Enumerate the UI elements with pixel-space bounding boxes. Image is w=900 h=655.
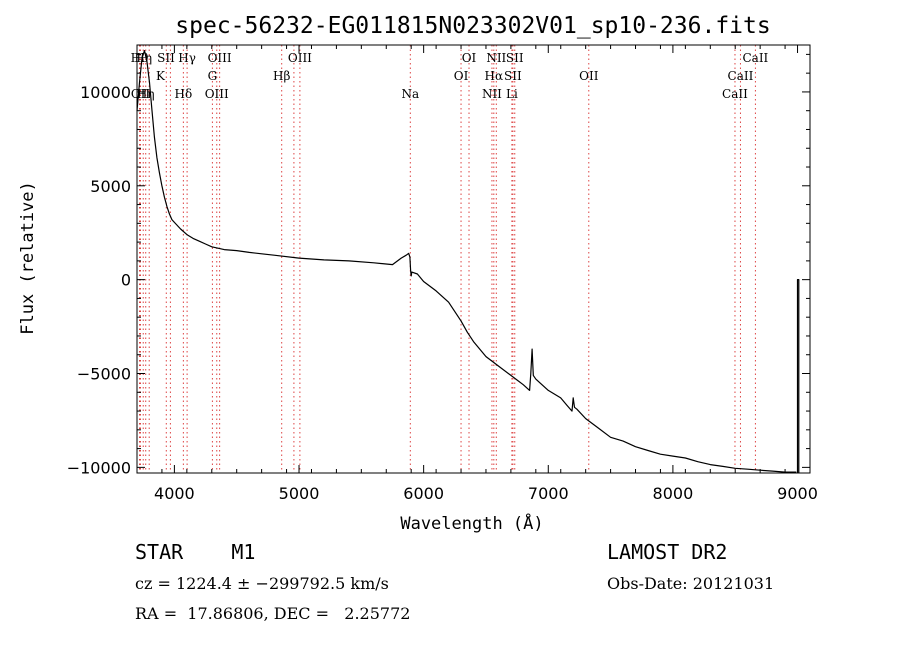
x-tick-label: 7000 <box>528 484 569 503</box>
line-label: CaII <box>722 87 748 101</box>
y-tick-label: 10000 <box>80 83 131 102</box>
line-label: NII <box>482 87 502 101</box>
observation-date: Obs-Date: 20121031 <box>607 574 774 593</box>
chart-title: spec-56232-EG011815N023302V01_sp10-236.f… <box>175 13 770 39</box>
line-label: Hγ <box>178 51 196 65</box>
line-label: Li <box>506 87 518 101</box>
x-tick-label: 4000 <box>154 484 195 503</box>
line-label: Hθ <box>131 51 149 65</box>
y-axis-ticks: −10000 −5000 0 5000 10000 <box>67 53 810 477</box>
line-label: Hα <box>485 69 504 83</box>
survey-name: LAMOST DR2 <box>607 540 727 564</box>
line-label: OIII <box>288 51 312 65</box>
spectrum-series <box>136 49 800 473</box>
plot-frame <box>136 44 811 474</box>
line-label: SII <box>504 69 522 83</box>
x-tick-label: 9000 <box>777 484 818 503</box>
x-tick-label: 5000 <box>279 484 320 503</box>
y-tick-label: −10000 <box>67 458 131 477</box>
line-label: SII <box>157 51 175 65</box>
line-label: OI <box>454 69 469 83</box>
y-tick-label: 5000 <box>90 177 131 196</box>
line-label: Na <box>401 87 419 101</box>
line-label: OIII <box>208 51 232 65</box>
line-label: CaII <box>728 69 754 83</box>
line-label: Hη <box>137 87 155 101</box>
x-axis-ticks: 4000 5000 6000 7000 8000 9000 <box>136 45 818 503</box>
line-label: K <box>156 69 166 83</box>
spectrum-line-0 <box>136 49 797 473</box>
emission-line-markers <box>138 45 756 473</box>
line-label: Hδ <box>175 87 193 101</box>
line-label: NII <box>486 51 506 65</box>
line-label: CaII <box>742 51 768 65</box>
y-tick-label: −5000 <box>77 365 131 384</box>
emission-line-labels: HθOIIHηHηKSIIHδHγGOIIIOIIIHβOIIINaOIOINI… <box>131 51 769 101</box>
y-tick-label: 0 <box>121 271 131 290</box>
ra-dec: RA = 17.86806, DEC = 2.25772 <box>135 604 410 623</box>
line-label: OI <box>462 51 477 65</box>
x-tick-label: 8000 <box>653 484 694 503</box>
line-label: OII <box>131 87 151 101</box>
line-label: SII <box>506 51 524 65</box>
x-axis-label: Wavelength (Å) <box>400 512 543 534</box>
redshift-velocity: cz = 1224.4 ± −299792.5 km/s <box>135 574 389 593</box>
y-axis-label: Flux (relative) <box>18 181 38 335</box>
x-tick-label: 6000 <box>403 484 444 503</box>
spectrum-line-1 <box>796 279 800 473</box>
line-label: OIII <box>205 87 229 101</box>
object-class: STAR M1 <box>135 540 255 564</box>
line-label: Hβ <box>273 69 290 83</box>
line-label: G <box>208 69 218 83</box>
line-label: OII <box>579 69 599 83</box>
